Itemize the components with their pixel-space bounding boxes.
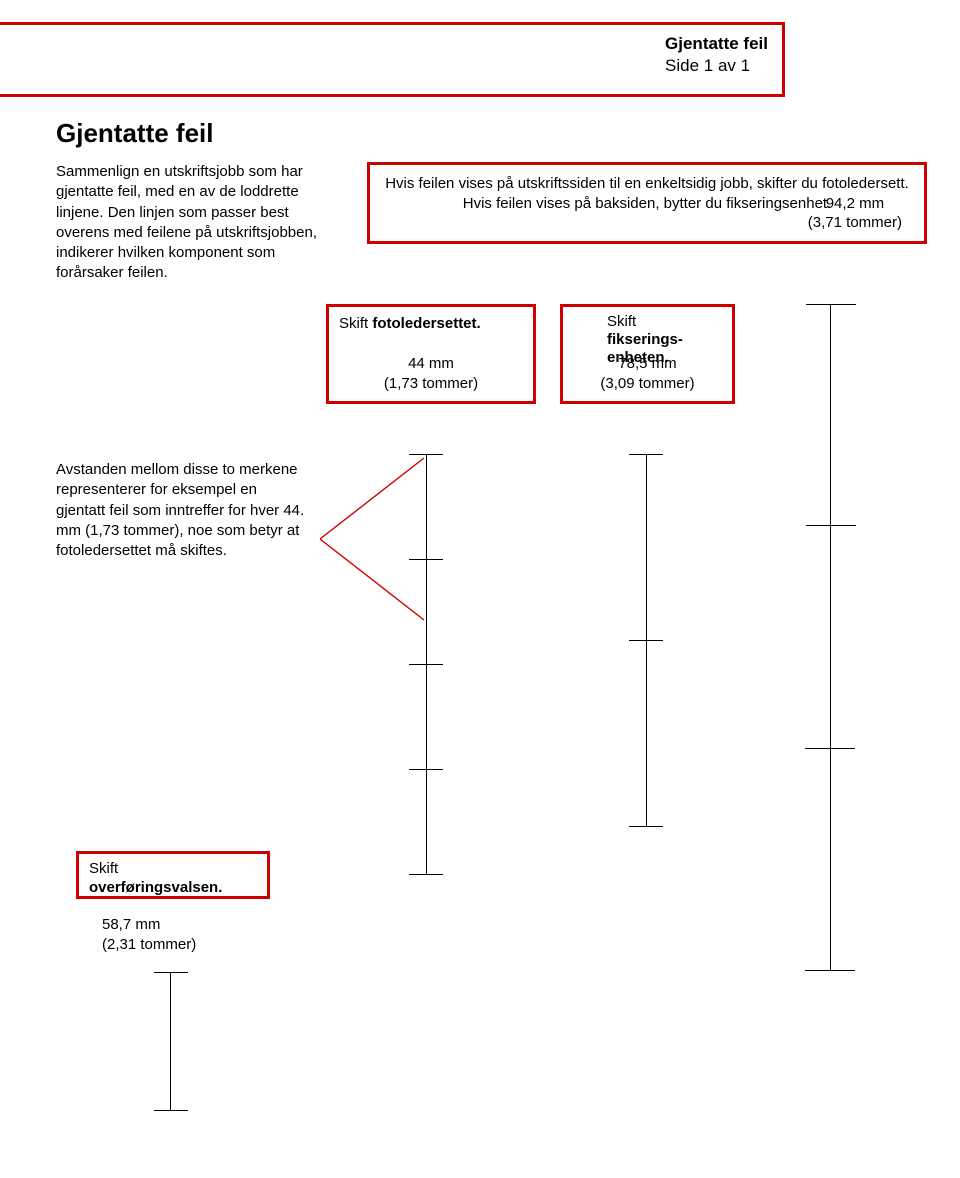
box3-mm: 58,7 mm <box>102 915 196 935</box>
box2-l1: Skift <box>607 313 683 331</box>
box1-prefix: Skift <box>339 315 372 332</box>
tick <box>409 664 443 665</box>
box-overforingsvalse: Skift overføringsvalsen. <box>76 851 270 899</box>
hint-box: Hvis feilen vises på utskriftssiden til … <box>367 162 927 244</box>
box1-bold: fotoledersettet. <box>372 315 480 332</box>
box3-measure: 58,7 mm (2,31 tommer) <box>102 915 196 954</box>
tick <box>409 874 443 875</box>
hint-measure-in: (3,71 tommer) <box>808 213 902 233</box>
tick <box>805 748 855 749</box>
box3-l1: Skift <box>89 860 118 877</box>
tick <box>629 640 663 641</box>
header-text: Gjentatte feil Side 1 av 1 <box>665 33 768 77</box>
page-title: Gjentatte feil <box>56 118 213 149</box>
intro-text: Sammenlign en utskriftsjobb som har gjen… <box>56 162 326 284</box>
header-page: Side 1 av 1 <box>665 55 768 77</box>
box1-measure: 44 mm (1,73 tommer) <box>329 354 533 393</box>
box-fotoledersett: Skift fotoledersettet. 44 mm (1,73 tomme… <box>326 304 536 404</box>
tick <box>409 454 443 455</box>
box2-l2: fikserings- <box>607 331 683 348</box>
header-title: Gjentatte feil <box>665 33 768 55</box>
box2-measure: 78,5 mm (3,09 tommer) <box>563 354 732 393</box>
tick <box>805 970 855 971</box>
box2-mm: 78,5 mm <box>563 354 732 374</box>
tick <box>409 769 443 770</box>
tick <box>629 826 663 827</box>
chevron-icon <box>320 454 440 624</box>
box2-in: (3,09 tommer) <box>563 374 732 394</box>
tick <box>629 454 663 455</box>
ibeam-94mm <box>830 304 831 526</box>
box3-in: (2,31 tommer) <box>102 935 196 955</box>
header-box: Gjentatte feil Side 1 av 1 <box>0 22 785 97</box>
box1-label: Skift fotoledersettet. <box>339 315 481 332</box>
tick <box>409 559 443 560</box>
box-fikseringsenhet: Skift fikserings- enheten. 78,5 mm (3,09… <box>560 304 735 404</box>
box1-in: (1,73 tommer) <box>329 374 533 394</box>
box3-bold: overføringsvalsen. <box>89 879 222 896</box>
hint-line1: Hvis feilen vises på utskriftssiden til … <box>382 174 912 194</box>
box3-label: Skift overføringsvalsen. <box>89 860 222 898</box>
hint-measure: 94,2 mm (3,71 tommer) <box>808 194 902 233</box>
box1-mm: 44 mm <box>329 354 533 374</box>
hint-measure-mm: 94,2 mm <box>808 194 902 214</box>
ibeam-58mm <box>170 972 171 1111</box>
mid-text: Avstanden mellom disse to merkene repres… <box>56 460 306 561</box>
